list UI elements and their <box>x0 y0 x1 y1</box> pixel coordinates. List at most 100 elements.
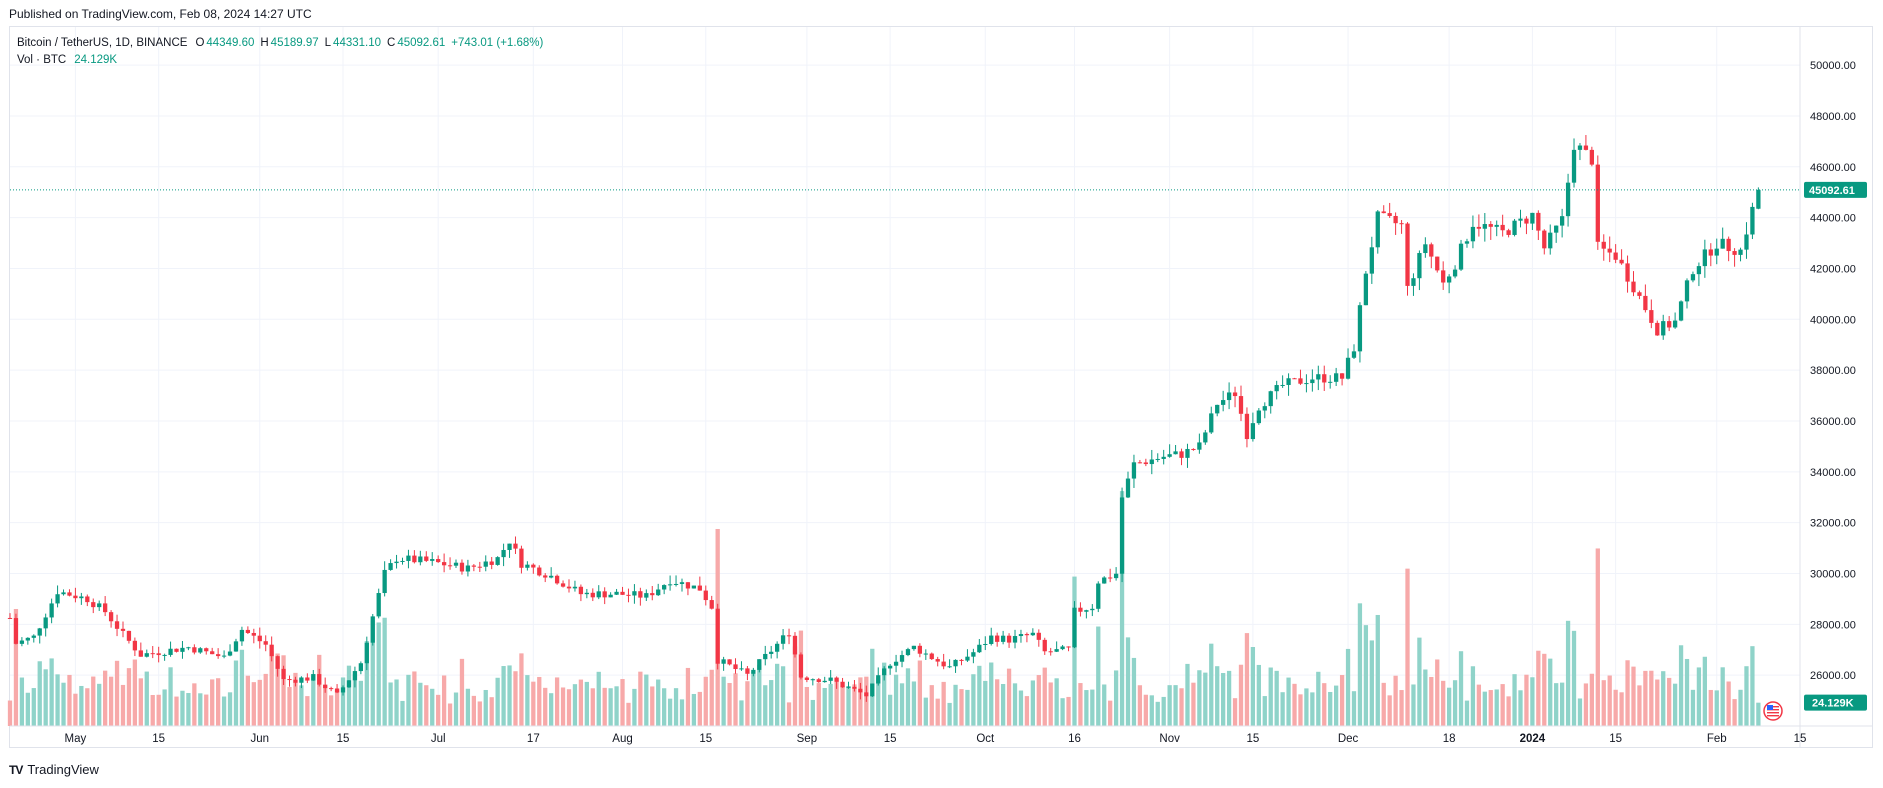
candle-body <box>441 562 447 566</box>
candle-body <box>1738 249 1743 255</box>
candle-body <box>132 640 138 651</box>
candle-body <box>198 648 203 653</box>
candle-body <box>840 681 845 688</box>
candle-body <box>1215 404 1220 414</box>
volume-bar <box>1750 646 1755 726</box>
candle-body <box>1167 454 1172 457</box>
candle-body <box>1423 244 1428 254</box>
time-axis-tick-label: 15 <box>1246 733 1259 745</box>
candle-body <box>436 559 441 563</box>
volume-bar <box>31 688 36 726</box>
candle-body <box>1012 636 1018 643</box>
candle-body <box>221 655 227 657</box>
candle-body <box>1226 392 1232 401</box>
volume-bar <box>305 696 310 726</box>
candle-body <box>1304 383 1309 385</box>
volume-bar <box>495 677 500 726</box>
volume-bar <box>1649 670 1654 726</box>
candle-body <box>1131 462 1137 479</box>
candle-body <box>275 656 280 669</box>
candle-body <box>1185 448 1190 458</box>
candle-body <box>168 648 173 655</box>
volume-bar <box>1708 689 1713 726</box>
volume-bar <box>85 688 90 726</box>
candle-body <box>780 635 786 644</box>
candle-body <box>1119 497 1125 574</box>
candle-body <box>751 669 756 674</box>
volume-bar <box>1036 675 1041 726</box>
volume-bar <box>1417 637 1422 726</box>
candle-body <box>846 686 851 688</box>
candle-body <box>1542 230 1547 249</box>
candle-body <box>394 561 399 564</box>
volume-bar <box>245 675 251 726</box>
chart-pane[interactable] <box>9 26 1873 748</box>
candle-body <box>905 649 911 656</box>
candle-body <box>1268 391 1273 407</box>
volume-bar <box>572 684 578 726</box>
legend-close-value: 45092.61 <box>397 37 446 49</box>
time-axis-tick-label: Jul <box>431 733 446 745</box>
candle-body <box>1322 374 1327 383</box>
candle-body <box>49 603 54 618</box>
legend-symbol[interactable]: Bitcoin / TetherUS, 1D, BINANCE <box>17 37 188 49</box>
volume-bar <box>1411 684 1416 726</box>
volume-bar <box>804 686 810 726</box>
candle-body <box>1387 213 1392 216</box>
volume-bar <box>905 668 911 726</box>
legend-volume-label[interactable]: Vol · BTC <box>17 54 67 66</box>
volume-bar <box>1702 656 1707 726</box>
candle-body <box>269 644 274 657</box>
volume-bar <box>1066 696 1071 726</box>
us-flag-icon[interactable] <box>1763 701 1783 721</box>
candle-body <box>400 560 405 562</box>
volume-bar <box>650 686 655 726</box>
candle-body <box>257 635 262 642</box>
candle-body <box>816 679 821 683</box>
candle-body <box>162 654 167 656</box>
candle-body <box>1191 448 1196 450</box>
volume-bar <box>132 659 138 726</box>
volume-bar <box>1113 670 1119 726</box>
candle-body <box>1655 322 1660 336</box>
candle-body <box>1637 292 1642 296</box>
volume-bar <box>168 667 173 726</box>
price-axis-tick-label: 30000.00 <box>1810 568 1856 580</box>
candle-body <box>1375 211 1380 248</box>
volume-bar <box>887 694 893 726</box>
candle-body <box>1096 583 1101 609</box>
candle-body <box>1643 295 1648 311</box>
candle-body <box>1250 423 1256 440</box>
candle-body <box>953 659 958 667</box>
candle-body <box>1583 145 1589 150</box>
candle-body <box>834 677 839 682</box>
candle-body <box>453 562 459 566</box>
candle-body <box>97 603 102 608</box>
volume-bar <box>1571 630 1577 726</box>
footer-brand[interactable]: TV TradingView <box>9 762 99 777</box>
volume-bar <box>531 681 536 726</box>
candle-body <box>644 593 649 598</box>
volume-bar <box>459 658 465 726</box>
candle-body <box>1613 252 1618 260</box>
volume-bar <box>840 685 845 726</box>
volume-bar <box>1548 658 1553 726</box>
candle-body <box>263 641 268 645</box>
volume-bar <box>578 679 584 726</box>
candle-body <box>287 679 292 681</box>
candle-body <box>1696 266 1702 275</box>
volume-bar <box>1381 682 1386 726</box>
candle-body <box>1238 396 1244 414</box>
volume-bar <box>1399 690 1404 726</box>
candle-body <box>1286 378 1291 385</box>
candle-body <box>85 596 90 603</box>
volume-bar <box>1339 675 1345 726</box>
volume-bar <box>1494 689 1499 726</box>
volume-bar <box>1119 491 1125 726</box>
volume-bar <box>1072 576 1077 726</box>
volume-bar <box>1238 664 1244 726</box>
candle-body <box>251 632 256 636</box>
candle-body <box>537 567 542 576</box>
volume-bar <box>1155 701 1160 726</box>
